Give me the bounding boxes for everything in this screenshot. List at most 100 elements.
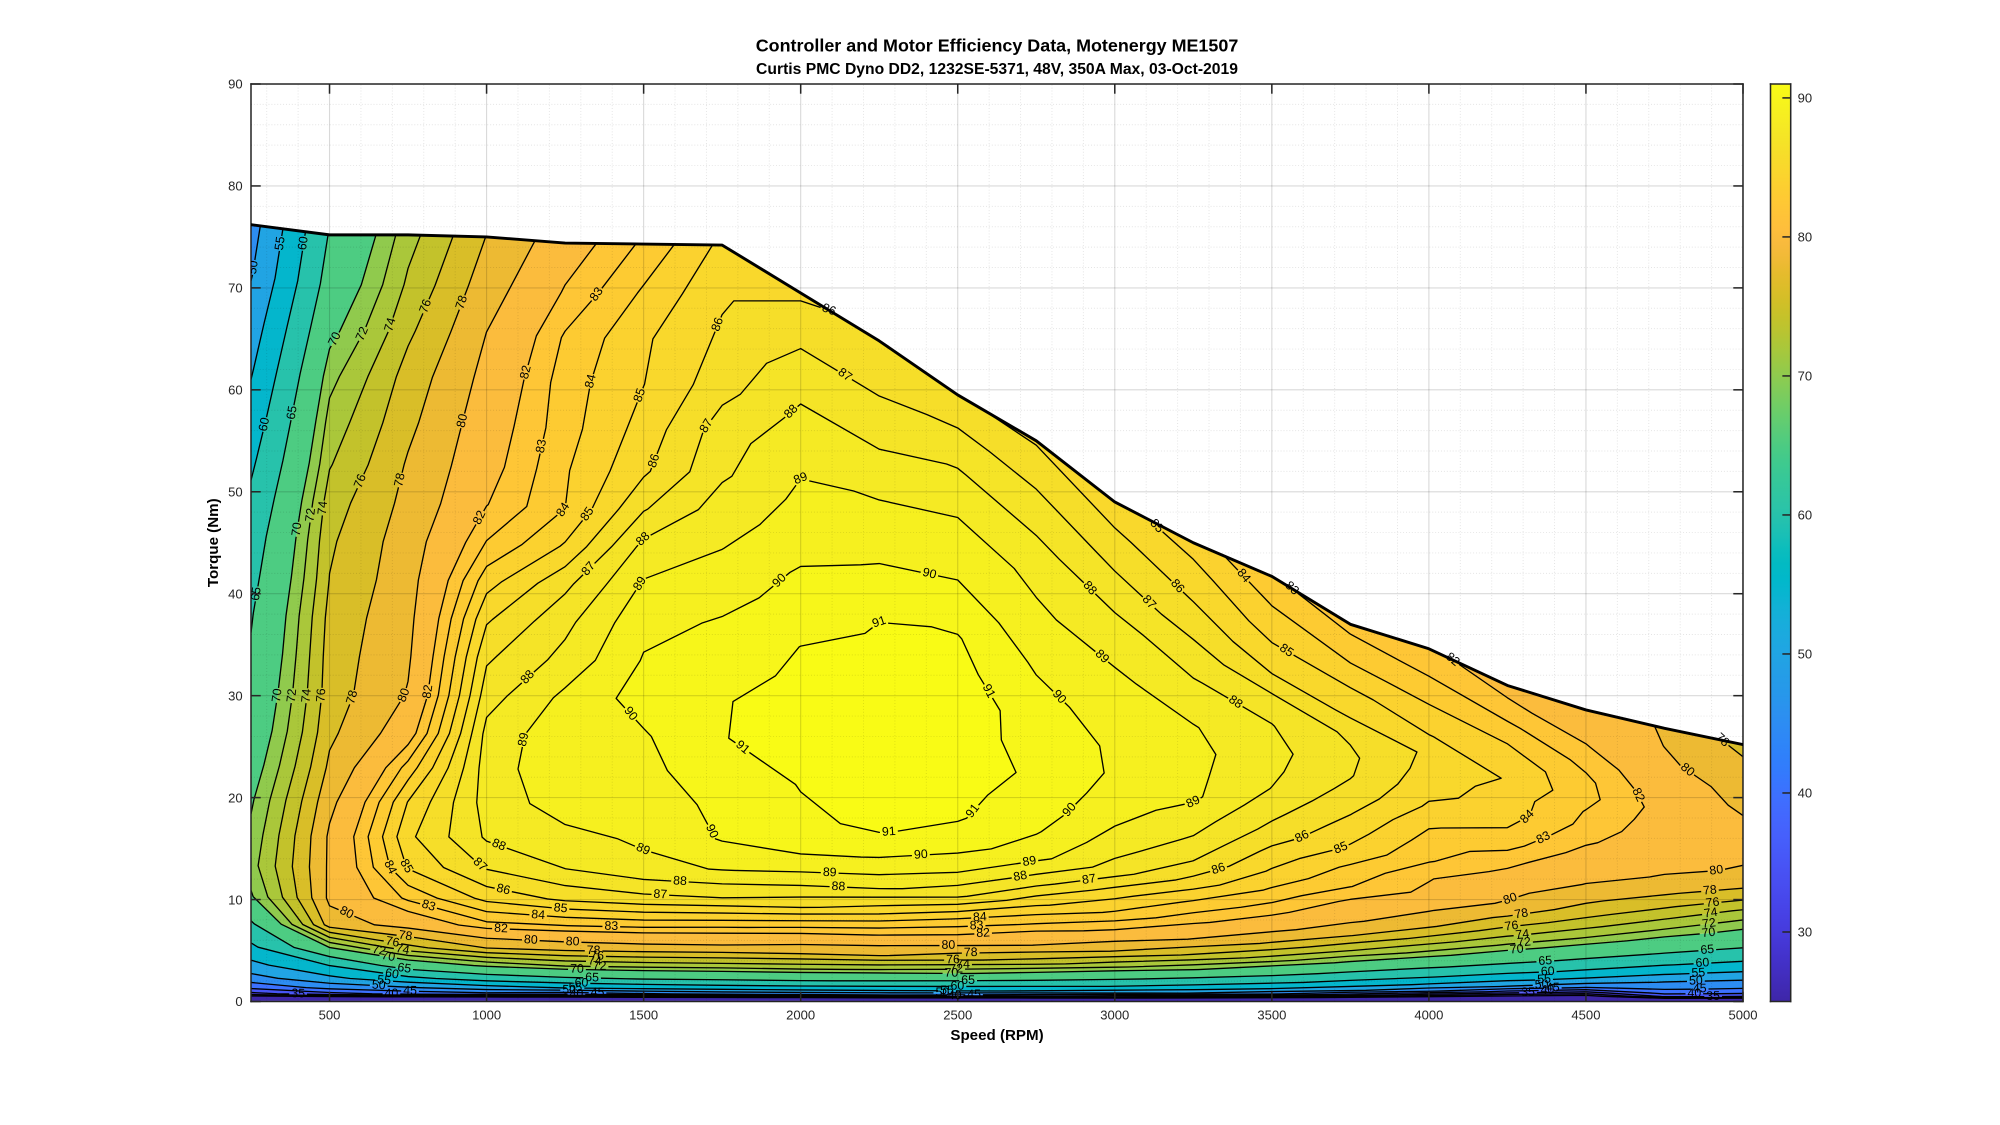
svg-text:4500: 4500 (1571, 1007, 1600, 1022)
svg-text:60: 60 (295, 235, 311, 251)
svg-text:78: 78 (1702, 882, 1717, 897)
svg-text:45: 45 (1546, 980, 1560, 994)
svg-text:Curtis PMC Dyno DD2, 1232SE-53: Curtis PMC Dyno DD2, 1232SE-5371, 48V, 3… (756, 61, 1238, 78)
svg-text:40: 40 (385, 986, 399, 1000)
svg-text:74: 74 (395, 941, 411, 957)
svg-text:70: 70 (269, 688, 285, 703)
svg-text:50: 50 (371, 978, 386, 993)
svg-text:65: 65 (1538, 953, 1553, 968)
svg-text:50: 50 (1534, 977, 1548, 992)
svg-text:60: 60 (228, 383, 243, 398)
svg-text:65: 65 (585, 970, 599, 984)
svg-text:74: 74 (956, 957, 970, 971)
svg-text:80: 80 (524, 932, 539, 947)
svg-text:91: 91 (881, 824, 896, 839)
svg-text:60: 60 (574, 975, 588, 989)
svg-text:90: 90 (921, 565, 938, 582)
svg-text:72: 72 (284, 688, 299, 703)
svg-text:74: 74 (315, 500, 330, 515)
svg-text:65: 65 (1700, 942, 1715, 957)
svg-text:72: 72 (1516, 934, 1531, 949)
svg-text:50: 50 (1689, 973, 1703, 987)
svg-text:500: 500 (319, 1007, 341, 1022)
svg-text:87: 87 (836, 365, 855, 384)
svg-text:80: 80 (394, 686, 412, 704)
svg-text:76: 76 (946, 952, 960, 966)
svg-text:74: 74 (299, 688, 314, 703)
svg-text:55: 55 (1691, 965, 1705, 980)
svg-text:70: 70 (289, 521, 305, 537)
svg-text:76: 76 (313, 688, 328, 703)
svg-text:60: 60 (1798, 508, 1813, 523)
svg-text:45: 45 (403, 983, 417, 997)
svg-text:40: 40 (1798, 786, 1813, 801)
svg-text:80: 80 (1798, 230, 1813, 245)
svg-text:2000: 2000 (786, 1007, 815, 1022)
svg-text:74: 74 (588, 954, 602, 968)
svg-text:74: 74 (1703, 905, 1719, 921)
svg-text:84: 84 (582, 373, 599, 390)
svg-text:85: 85 (1332, 838, 1350, 856)
svg-text:85: 85 (397, 856, 416, 875)
svg-text:65: 65 (397, 960, 413, 976)
svg-text:70: 70 (944, 966, 958, 980)
svg-text:90: 90 (1798, 91, 1813, 106)
svg-text:84: 84 (553, 500, 572, 519)
svg-text:3500: 3500 (1257, 1007, 1286, 1022)
svg-text:40: 40 (1540, 982, 1554, 996)
svg-text:4000: 4000 (1414, 1007, 1443, 1022)
svg-text:45: 45 (967, 987, 981, 1001)
svg-text:60: 60 (951, 979, 965, 993)
svg-text:89: 89 (1021, 853, 1037, 869)
svg-text:76: 76 (1705, 894, 1720, 910)
svg-text:70: 70 (570, 962, 584, 976)
svg-text:70: 70 (1509, 941, 1524, 956)
svg-text:40: 40 (228, 586, 243, 601)
svg-text:87: 87 (696, 416, 715, 435)
svg-text:72: 72 (302, 507, 317, 522)
svg-text:65: 65 (248, 586, 264, 602)
svg-text:3000: 3000 (1100, 1007, 1129, 1022)
svg-text:82: 82 (976, 925, 991, 940)
svg-text:Torque (Nm): Torque (Nm) (205, 498, 222, 587)
svg-text:60: 60 (1695, 955, 1710, 970)
svg-text:60: 60 (1541, 964, 1555, 979)
svg-text:86: 86 (708, 315, 726, 333)
svg-text:78: 78 (587, 943, 601, 957)
svg-text:50: 50 (562, 982, 576, 996)
svg-text:40: 40 (1687, 986, 1701, 1000)
svg-text:88: 88 (1226, 692, 1245, 711)
svg-text:86: 86 (820, 300, 838, 318)
svg-text:86: 86 (1293, 827, 1312, 846)
svg-text:83: 83 (587, 284, 606, 303)
svg-text:87: 87 (653, 887, 668, 902)
svg-text:2500: 2500 (943, 1007, 972, 1022)
svg-text:55: 55 (377, 972, 392, 987)
svg-text:30: 30 (228, 688, 243, 703)
svg-text:80: 80 (454, 412, 471, 429)
svg-text:78: 78 (1513, 905, 1529, 921)
svg-text:72: 72 (371, 942, 387, 958)
svg-text:35: 35 (1521, 985, 1535, 999)
svg-text:50: 50 (245, 259, 261, 275)
svg-text:65: 65 (284, 405, 300, 421)
svg-text:89: 89 (823, 865, 837, 880)
svg-text:76: 76 (416, 297, 434, 315)
svg-text:82: 82 (470, 508, 489, 527)
svg-text:90: 90 (703, 822, 721, 840)
svg-text:72: 72 (353, 324, 371, 342)
svg-text:0: 0 (235, 994, 242, 1009)
svg-text:86: 86 (495, 881, 512, 898)
svg-text:80: 80 (1709, 862, 1725, 878)
svg-text:20: 20 (228, 790, 243, 805)
svg-text:85: 85 (1277, 641, 1296, 660)
svg-text:84: 84 (973, 909, 988, 924)
svg-text:50: 50 (1798, 647, 1813, 662)
svg-text:30: 30 (1798, 925, 1813, 940)
svg-text:55: 55 (1537, 972, 1552, 987)
svg-text:55: 55 (940, 983, 954, 997)
svg-text:78: 78 (453, 293, 471, 311)
svg-text:10: 10 (228, 892, 243, 907)
svg-text:82: 82 (419, 684, 435, 700)
svg-text:70: 70 (325, 329, 344, 348)
